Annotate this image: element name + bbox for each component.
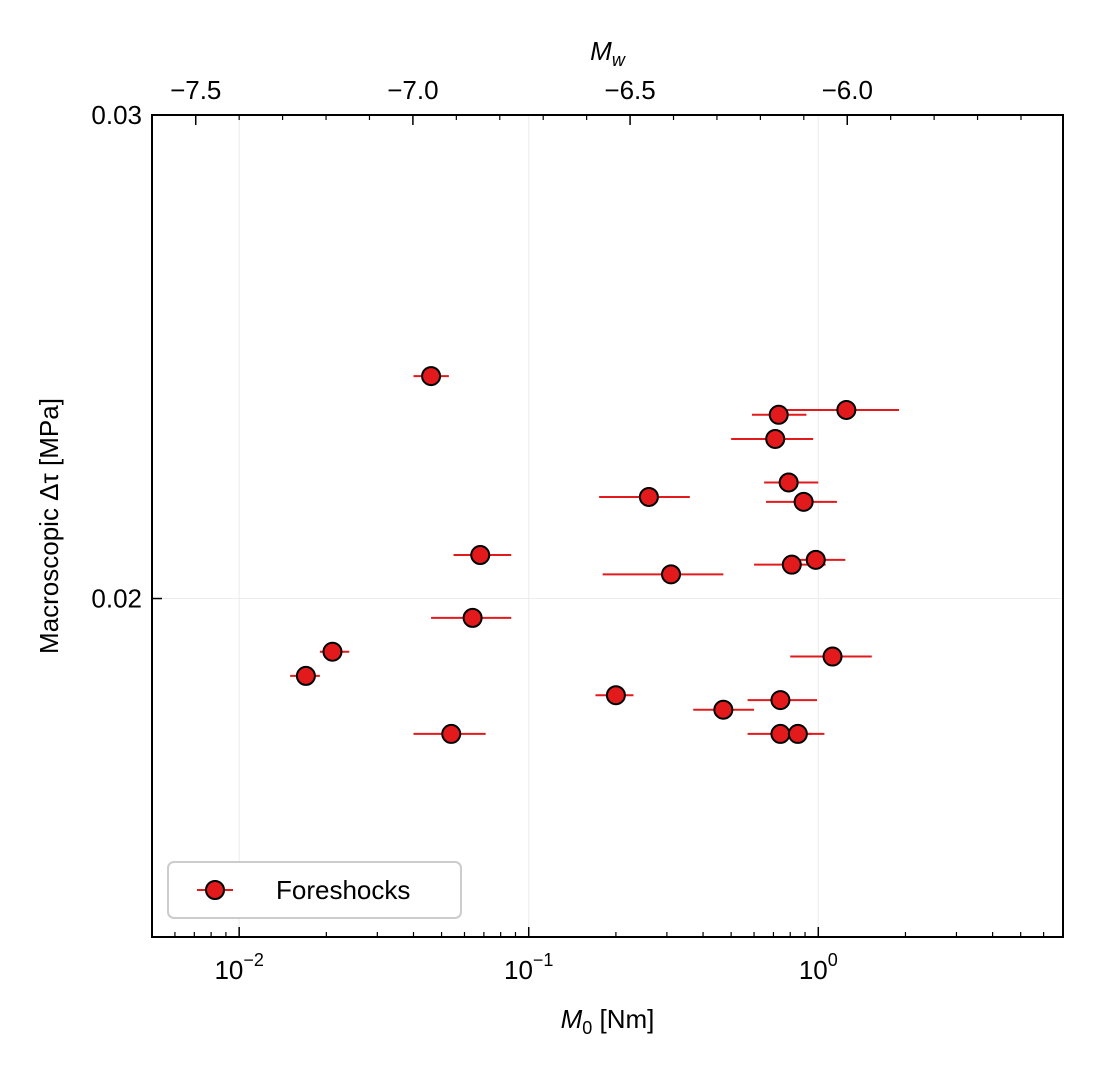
data-point — [781, 554, 802, 575]
x-axis-title-unit: [Nm] — [592, 1004, 654, 1034]
data-point — [441, 723, 462, 744]
x-tick-label-base: 10 — [214, 955, 243, 985]
data-point — [295, 665, 316, 686]
data-point — [793, 491, 814, 512]
data-layer — [290, 366, 900, 744]
top-axis-title-sub: w — [612, 50, 626, 70]
data-point — [787, 723, 808, 744]
top-tick-label: −7.0 — [387, 75, 438, 105]
legend: Foreshocks — [167, 861, 462, 919]
y-tick-label: 0.03 — [91, 100, 142, 130]
grid-layer — [152, 114, 1063, 937]
data-point — [605, 685, 626, 706]
legend-box — [167, 861, 462, 919]
data-point — [322, 641, 343, 662]
data-point — [822, 646, 843, 667]
data-point — [661, 564, 682, 585]
data-point — [638, 486, 659, 507]
x-tick-label-base: 10 — [799, 955, 828, 985]
x-tick-label-exponent: 0 — [828, 950, 838, 970]
x-tick-label: 100 — [799, 950, 838, 985]
data-point — [778, 472, 799, 493]
top-tick-label: −7.5 — [170, 75, 221, 105]
top-axis-title: Mw — [590, 36, 626, 70]
data-point — [713, 699, 734, 720]
x-axis-title-main: M — [561, 1004, 583, 1034]
top-tick-label: −6.5 — [604, 75, 655, 105]
x-axis-title-sub: 0 — [582, 1018, 592, 1038]
legend-marker — [205, 880, 225, 900]
tick-layer: 10−2 10−1 100−7.5 −7.0 −6.5 −6.00.020.03 — [91, 75, 1064, 985]
data-point — [805, 549, 826, 570]
x-tick-label-exponent: −1 — [533, 950, 554, 970]
x-tick-label-exponent: −2 — [243, 950, 264, 970]
data-point — [470, 545, 491, 566]
data-point — [770, 723, 791, 744]
data-point — [770, 690, 791, 711]
y-axis-title: Macroscopic Δτ [MPa] — [34, 398, 64, 654]
data-point — [765, 428, 786, 449]
data-point — [462, 607, 483, 628]
top-tick-label: −6.0 — [822, 75, 873, 105]
x-tick-label: 10−1 — [504, 950, 553, 985]
plot-frame — [151, 114, 1064, 938]
top-axis-title-main: M — [590, 36, 612, 66]
x-tick-label: 10−2 — [214, 950, 263, 985]
x-axis-title: M0 [Nm] — [561, 1004, 655, 1038]
data-point — [421, 366, 442, 387]
legend-label: Foreshocks — [276, 875, 410, 905]
x-tick-label-base: 10 — [504, 955, 533, 985]
data-point — [768, 404, 789, 425]
y-tick-label: 0.02 — [91, 584, 142, 614]
data-point — [836, 399, 857, 420]
